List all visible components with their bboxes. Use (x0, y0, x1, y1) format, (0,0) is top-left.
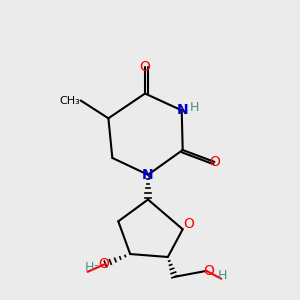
Text: H: H (190, 101, 199, 114)
Text: CH₃: CH₃ (59, 97, 80, 106)
Text: -: - (93, 260, 98, 272)
Text: O: O (183, 217, 194, 231)
Text: H: H (218, 269, 227, 282)
Text: N: N (177, 103, 188, 117)
Text: O: O (203, 264, 214, 278)
Text: O: O (98, 257, 109, 271)
Text: O: O (209, 155, 220, 169)
Text: H: H (85, 261, 94, 274)
Text: O: O (140, 60, 151, 74)
Text: N: N (142, 168, 154, 182)
